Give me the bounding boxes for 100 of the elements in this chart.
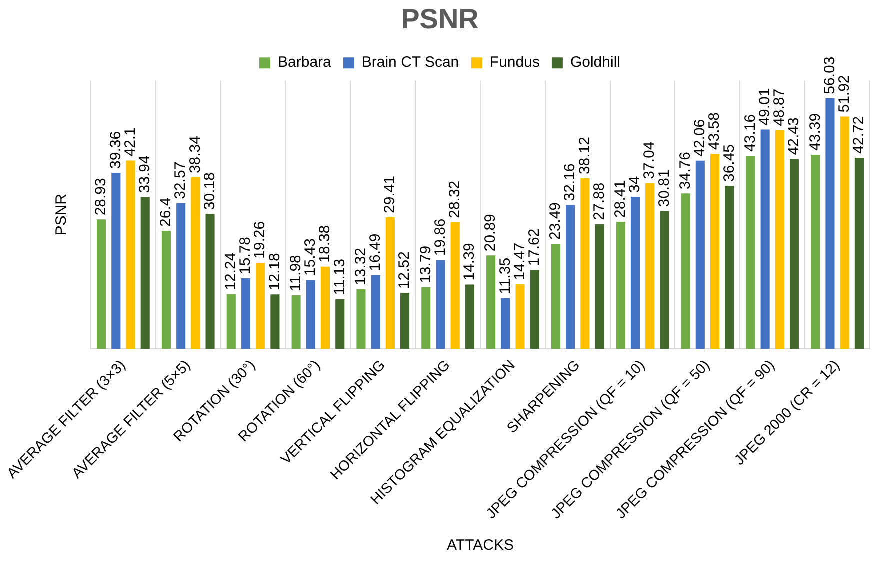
- bar: [126, 160, 136, 350]
- legend-label: Brain CT Scan: [362, 54, 460, 72]
- data-label: 16.49: [366, 234, 384, 272]
- data-label: 34.76: [676, 152, 694, 190]
- data-label: 13.79: [417, 246, 434, 284]
- data-label: 38.12: [576, 136, 594, 175]
- bar: [551, 244, 560, 350]
- bar: [206, 214, 215, 350]
- data-label: 13.32: [352, 248, 370, 286]
- data-label: 42.43: [786, 118, 803, 156]
- bar: [760, 130, 770, 350]
- data-label: 43.16: [742, 114, 759, 152]
- bar: [162, 230, 171, 350]
- data-label: 12.52: [396, 252, 414, 290]
- data-label: 30.18: [201, 172, 218, 210]
- data-label: 28.41: [612, 180, 630, 218]
- data-label: 11.98: [287, 255, 304, 292]
- data-label: 12.18: [266, 253, 284, 291]
- bar: [112, 172, 121, 350]
- bar: [450, 222, 460, 350]
- data-label: 42.06: [692, 119, 709, 157]
- legend-label: Fundus: [490, 54, 540, 72]
- bar: [356, 290, 366, 350]
- bar: [386, 218, 395, 350]
- data-label: 43.58: [706, 112, 724, 150]
- bar: [840, 116, 850, 350]
- data-label: 56.03: [821, 56, 838, 94]
- data-label: 42.1: [122, 128, 139, 157]
- data-label: 20.89: [482, 214, 500, 252]
- data-label: 42.72: [850, 116, 868, 154]
- bar: [306, 280, 316, 350]
- bar: [660, 211, 670, 350]
- data-label: 23.49: [547, 202, 564, 240]
- legend-label: Goldhill: [570, 54, 620, 72]
- bar: [241, 278, 251, 350]
- bar: [292, 296, 301, 350]
- data-label: 28.93: [92, 178, 110, 216]
- bar: [746, 156, 756, 350]
- chart-title: PSNR: [401, 4, 479, 35]
- bar: [580, 178, 590, 350]
- bar: [811, 154, 820, 350]
- data-label: 11.13: [331, 258, 348, 296]
- bar: [681, 194, 690, 350]
- bar: [775, 130, 784, 350]
- data-label: 36.45: [720, 144, 738, 182]
- data-label: 28.32: [446, 180, 464, 218]
- data-label: 26.4: [158, 198, 175, 227]
- bar: [616, 222, 626, 350]
- bar: [176, 203, 186, 350]
- data-label: 39.36: [107, 131, 124, 169]
- data-label: 38.34: [186, 136, 204, 174]
- data-label: 51.92: [836, 75, 853, 113]
- bar: [530, 270, 540, 350]
- bar: [826, 98, 835, 350]
- bar: [270, 294, 280, 350]
- bar: [400, 293, 410, 350]
- y-axis-title: PSNR: [53, 194, 70, 236]
- bar: [725, 186, 734, 350]
- bar: [320, 266, 330, 350]
- bar: [595, 224, 604, 350]
- data-label: 37.04: [641, 142, 658, 180]
- legend-label: Barbara: [278, 54, 332, 72]
- bar: [336, 299, 345, 350]
- data-label: 30.81: [656, 170, 673, 208]
- x-axis-title: ATTACKS: [447, 537, 514, 554]
- data-label: 27.88: [590, 182, 608, 220]
- bar: [486, 256, 496, 350]
- bar: [501, 298, 510, 350]
- data-label: 15.78: [237, 236, 254, 275]
- data-label: 48.87: [771, 88, 788, 126]
- bar: [436, 260, 446, 350]
- bar: [97, 220, 106, 350]
- bar: [422, 287, 431, 350]
- bar: [696, 160, 705, 350]
- data-label: 14.39: [461, 243, 478, 281]
- bar: [465, 284, 474, 350]
- data-label: 11.35: [496, 258, 514, 294]
- data-label: 12.24: [222, 252, 240, 290]
- bar: [516, 284, 525, 350]
- bar: [226, 294, 236, 350]
- data-label: 34: [626, 176, 644, 193]
- bar: [191, 178, 200, 350]
- data-label: 14.47: [511, 242, 528, 280]
- data-label: 43.39: [806, 113, 824, 151]
- bar: [256, 262, 266, 350]
- data-label: 29.41: [382, 176, 399, 214]
- data-label: 32.57: [172, 162, 190, 200]
- bar: [710, 154, 720, 350]
- bar: [630, 196, 640, 350]
- data-label: 17.62: [526, 228, 544, 266]
- bar: [854, 158, 864, 350]
- data-label: 18.38: [316, 225, 334, 263]
- data-label: 33.94: [136, 156, 154, 194]
- data-label: 49.01: [756, 88, 774, 126]
- bar: [790, 159, 800, 350]
- bar: [371, 275, 380, 350]
- bar: [140, 197, 150, 350]
- bar: [646, 183, 655, 350]
- data-label: 19.86: [432, 218, 449, 256]
- data-label: 32.16: [562, 164, 579, 202]
